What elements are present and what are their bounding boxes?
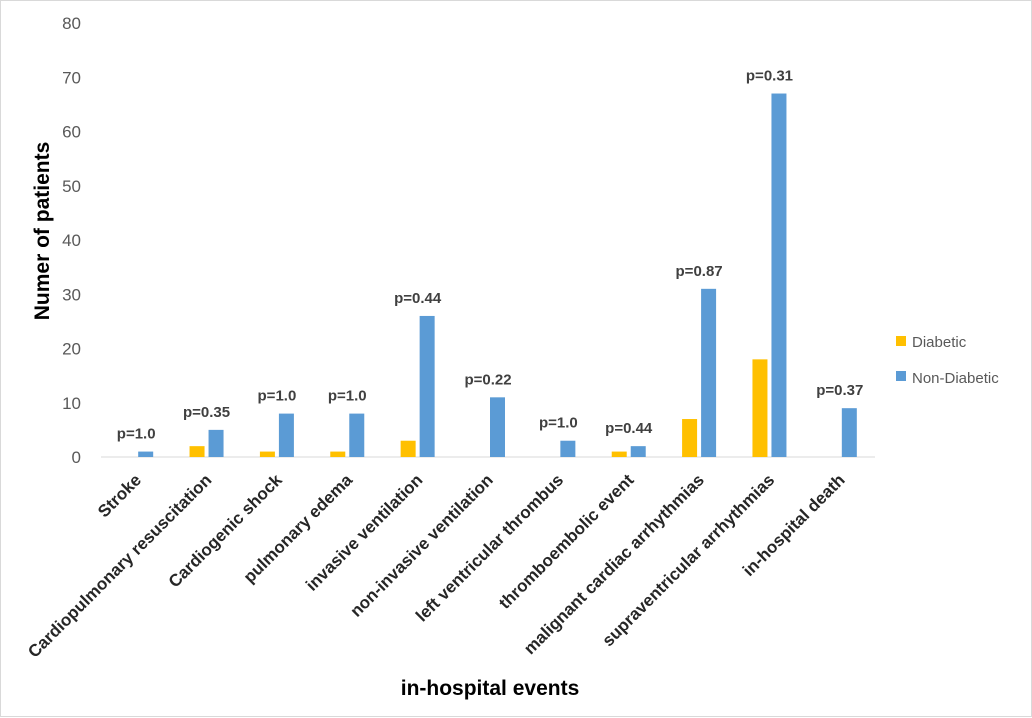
legend-swatch-diabetic <box>896 336 906 346</box>
bar-diabetic <box>682 419 698 457</box>
p-value-label: p=0.44 <box>605 420 653 437</box>
y-tick-label: 30 <box>62 285 81 304</box>
p-value-label: p=1.0 <box>258 388 297 405</box>
y-tick-label: 80 <box>62 14 81 33</box>
bar-non-diabetic <box>771 93 787 458</box>
y-axis-ticks: 0 10 20 30 40 50 60 70 80 <box>62 14 81 467</box>
y-tick-label: 60 <box>62 123 81 142</box>
p-value-labels: p=1.0 p=0.35 p=1.0 p=1.0 p=0.44 p=0.22 p=1.0 p=… <box>117 68 864 443</box>
bar-non-diabetic <box>701 288 717 457</box>
y-tick-label: 0 <box>72 448 81 467</box>
y-tick-label: 40 <box>62 231 81 250</box>
p-value-label: p=0.37 <box>816 382 863 399</box>
x-category-label: left ventricular thrombus <box>412 470 567 625</box>
p-value-label: p=1.0 <box>539 415 578 432</box>
p-value-label: p=0.22 <box>464 371 511 388</box>
legend: Diabetic Non-Diabetic <box>896 334 999 387</box>
y-tick-label: 50 <box>62 177 81 196</box>
p-value-label: p=0.44 <box>394 290 442 307</box>
bar-diabetic <box>330 451 346 457</box>
x-category-label: non-invasive ventilation <box>346 470 496 620</box>
x-category-label: invasive ventilation <box>302 470 426 594</box>
p-value-label: p=1.0 <box>117 426 156 443</box>
legend-label-non-diabetic: Non-Diabetic <box>912 370 999 387</box>
bars <box>138 93 857 458</box>
bar-non-diabetic <box>278 413 294 457</box>
y-tick-label: 10 <box>62 394 81 413</box>
bar-non-diabetic <box>138 451 154 457</box>
legend-swatch-non-diabetic <box>896 371 906 381</box>
bar-non-diabetic <box>490 397 505 457</box>
bar-non-diabetic <box>208 429 224 457</box>
y-tick-label: 20 <box>62 340 81 359</box>
bar-diabetic <box>189 446 205 457</box>
bar-non-diabetic <box>841 408 857 457</box>
bar-non-diabetic <box>560 440 576 457</box>
bar-diabetic <box>400 440 416 457</box>
p-value-label: p=0.31 <box>746 68 793 85</box>
bar-diabetic <box>752 359 768 457</box>
bar-diabetic <box>259 451 275 457</box>
x-category-label: thromboembolic event <box>495 470 638 613</box>
p-value-label: p=0.35 <box>183 404 230 421</box>
y-tick-label: 70 <box>62 68 81 87</box>
x-axis-title: in-hospital events <box>401 677 580 700</box>
legend-label-diabetic: Diabetic <box>912 334 967 351</box>
bar-diabetic <box>611 451 627 457</box>
p-value-label: p=1.0 <box>328 388 367 405</box>
y-axis-title: Numer of patients <box>31 142 54 321</box>
x-category-label: Stroke <box>94 470 145 521</box>
bar-non-diabetic <box>630 446 646 457</box>
p-value-label: p=0.87 <box>676 263 723 280</box>
bar-non-diabetic <box>349 413 365 457</box>
bar-non-diabetic <box>419 315 435 457</box>
